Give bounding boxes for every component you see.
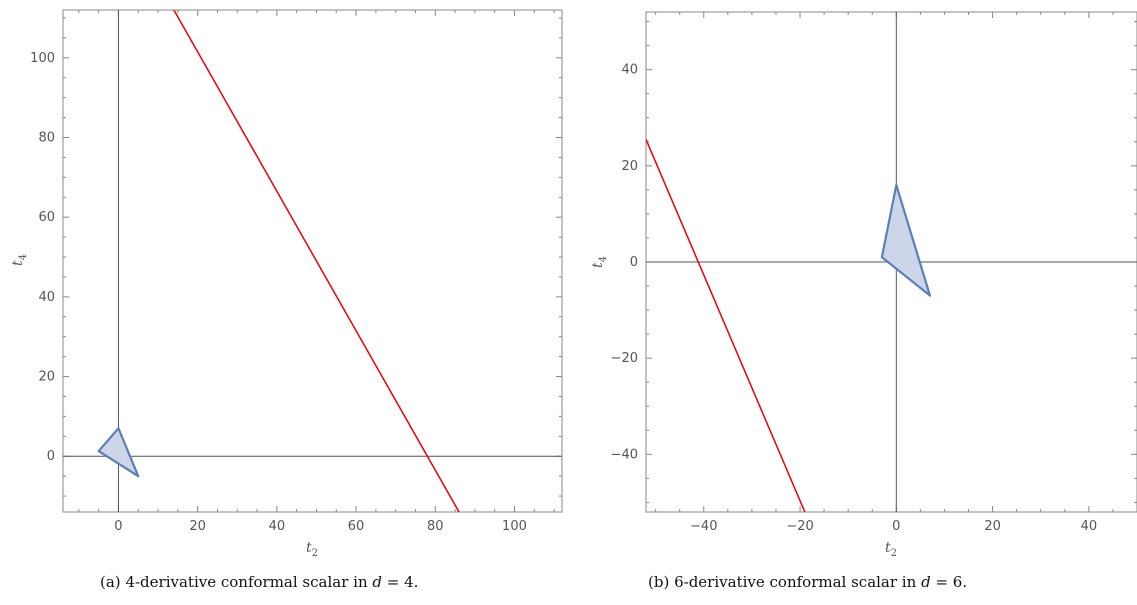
- x-tick-label-a: 20: [189, 519, 206, 534]
- red-boundary-line-b: [646, 139, 806, 512]
- y-tick-label-b: 20: [621, 159, 638, 174]
- caption-a: (a) 4-derivative conformal scalar in d =…: [100, 573, 418, 591]
- x-tick-label-b: 0: [892, 519, 900, 534]
- allowed-region-a: [97, 427, 140, 478]
- caption-b-math-val: 6.: [952, 573, 968, 591]
- red-boundary-line-a: [173, 10, 460, 512]
- y-axis-label-b: t4: [590, 256, 609, 268]
- y-tick-label-b: 40: [621, 63, 638, 78]
- x-tick-label-b: −40: [690, 519, 717, 534]
- caption-a-math-val: 4.: [404, 573, 419, 591]
- caption-b: (b) 6-derivative conformal scalar in d =…: [648, 573, 967, 591]
- y-tick-label-a: 60: [38, 210, 55, 225]
- x-tick-label-a: 0: [114, 519, 122, 534]
- caption-b-math-rel: =: [930, 573, 953, 591]
- allowed-region-b: [880, 183, 932, 297]
- plot-frame-a: [62, 9, 563, 513]
- chart-b-svg: −40 −20 0 20 40 −40 −20 0 20 40 t2 t4: [590, 11, 1137, 559]
- chart-a-svg: 0 20 40 60 80 100 0 20 40 60 80 100 t2 t4: [10, 9, 563, 559]
- x-tick-label-a: 80: [427, 519, 444, 534]
- y-tick-label-a: 20: [38, 370, 55, 385]
- x-tick-label-b: −20: [786, 519, 813, 534]
- x-tick-label-b: 20: [984, 519, 1001, 534]
- y-tick-label-a: 0: [47, 449, 55, 464]
- caption-a-math-rel: =: [382, 573, 405, 591]
- x-tick-label-a: 60: [348, 519, 365, 534]
- caption-b-label: (b): [648, 573, 670, 591]
- y-tick-label-a: 80: [38, 130, 55, 145]
- y-tick-label-b: 0: [630, 255, 638, 270]
- x-tick-label-b: 40: [1081, 519, 1098, 534]
- y-tick-label-a: 100: [30, 51, 55, 66]
- caption-b-text: 6-derivative conformal scalar in: [674, 573, 917, 591]
- y-tick-label-b: −20: [611, 351, 638, 366]
- caption-a-text: 4-derivative conformal scalar in: [125, 573, 368, 591]
- caption-a-math-var: d: [372, 573, 383, 591]
- y-axis-label-a: t4: [10, 254, 29, 266]
- chart-panel-b: −40 −20 0 20 40 −40 −20 0 20 40 t2 t4 (b) 6-derivat…: [578, 0, 1137, 605]
- x-axis-label-b: t2: [885, 540, 897, 559]
- y-tick-label-b: −40: [611, 447, 638, 462]
- caption-a-label: (a): [100, 573, 121, 591]
- plot-area-a: [63, 10, 562, 512]
- chart-panel-a: 0 20 40 60 80 100 0 20 40 60 80 100 t2 t4 (a) 4-deriv…: [10, 9, 563, 591]
- y-tick-label-a: 40: [38, 290, 55, 305]
- x-tick-label-a: 40: [269, 519, 286, 534]
- x-axis-label-a: t2: [306, 540, 318, 559]
- plot-area-b: [646, 12, 1137, 512]
- caption-b-math-var: d: [921, 573, 931, 591]
- x-tick-label-a: 100: [502, 519, 527, 534]
